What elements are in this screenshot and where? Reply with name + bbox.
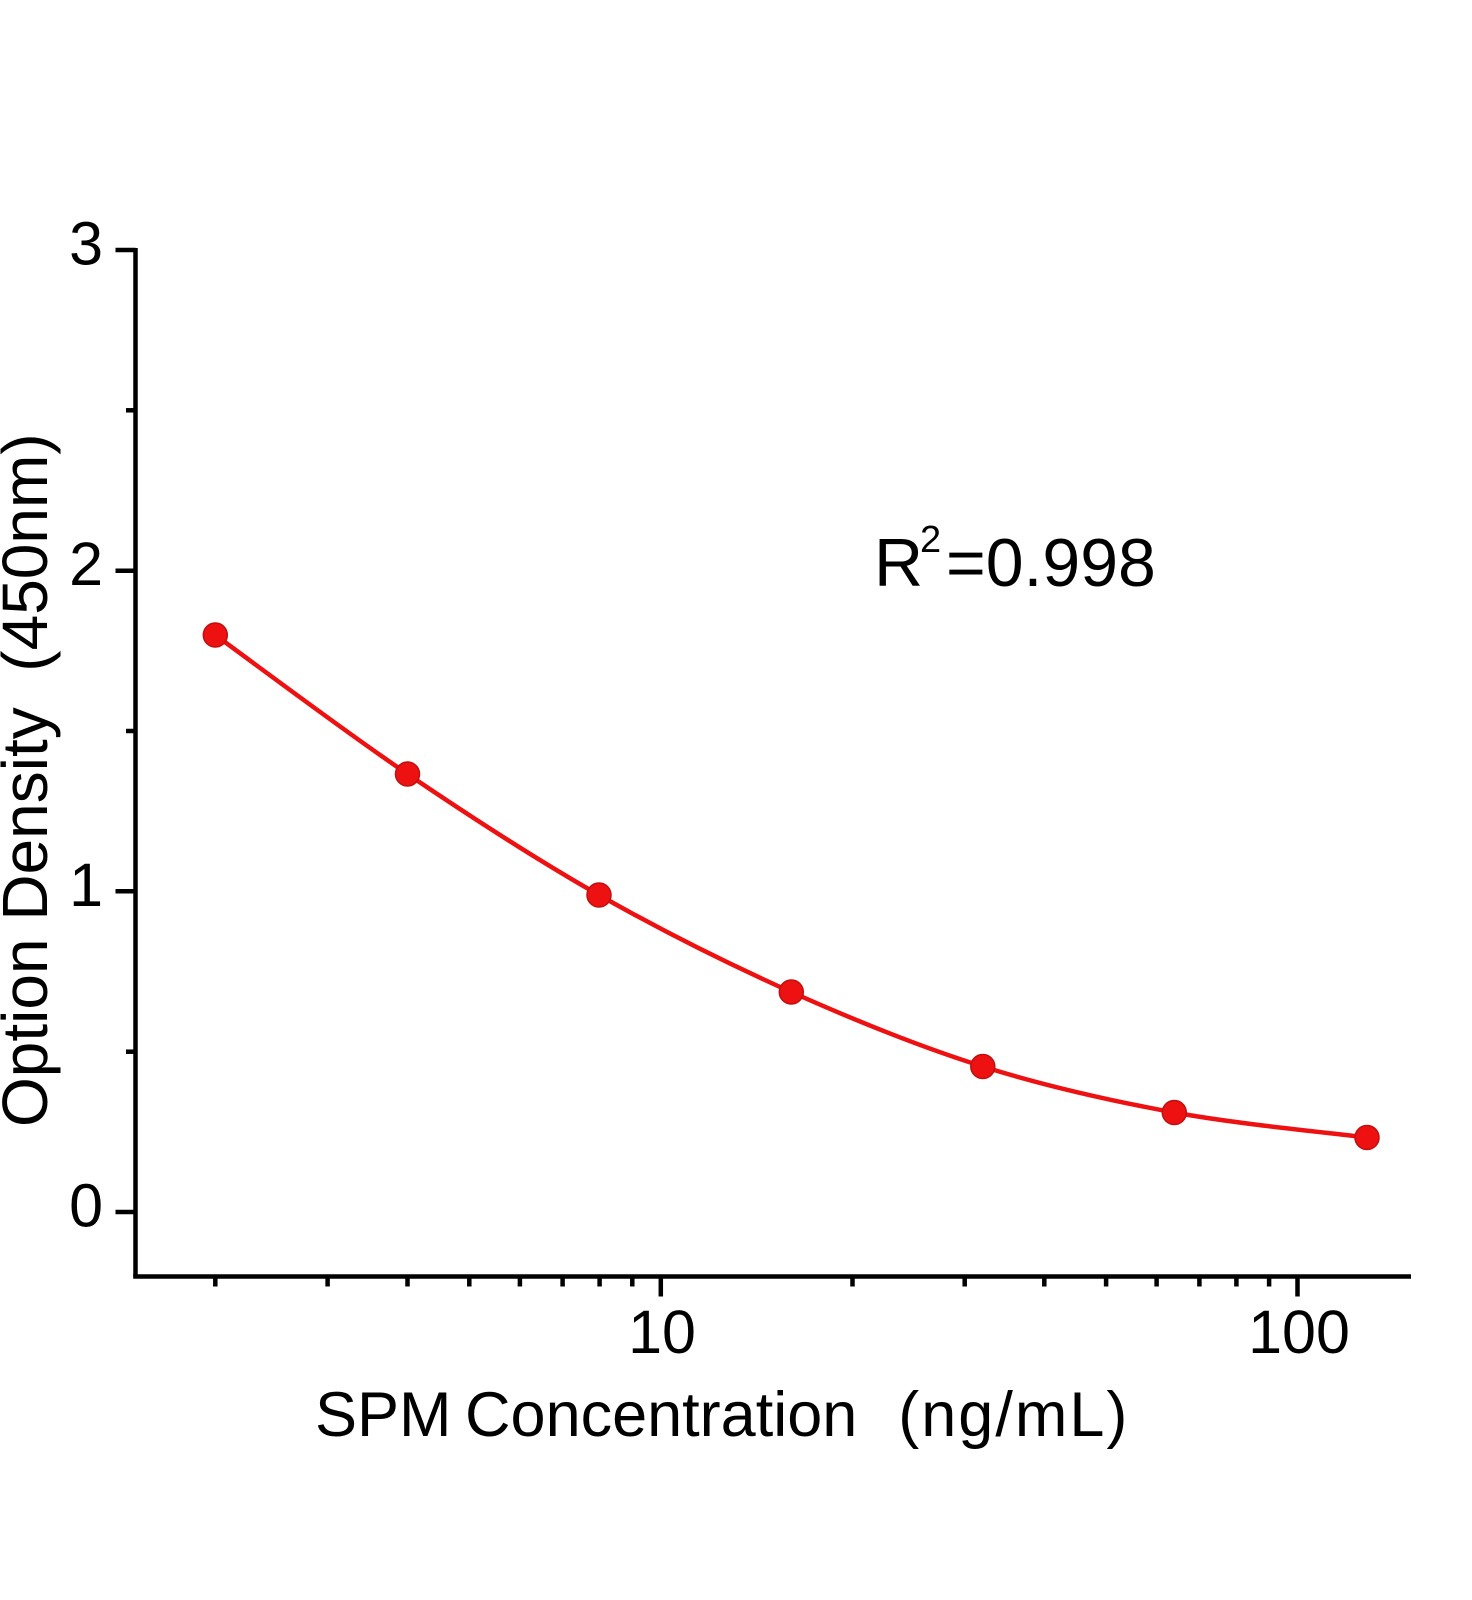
svg-text:10: 10 — [628, 1298, 696, 1366]
svg-text:0: 0 — [69, 1172, 103, 1240]
svg-text:3: 3 — [69, 210, 103, 278]
svg-text:2: 2 — [920, 519, 941, 561]
svg-text:R: R — [874, 525, 923, 601]
svg-text:100: 100 — [1248, 1298, 1350, 1366]
svg-text:2: 2 — [69, 530, 103, 598]
svg-text:1: 1 — [69, 851, 103, 919]
svg-text:=0.998: =0.998 — [946, 525, 1156, 601]
svg-text:SPM Concentration (ng/mL): SPM Concentration (ng/mL) — [315, 1380, 1129, 1450]
svg-text:Option Density (450nm): Option Density (450nm) — [0, 433, 61, 1127]
